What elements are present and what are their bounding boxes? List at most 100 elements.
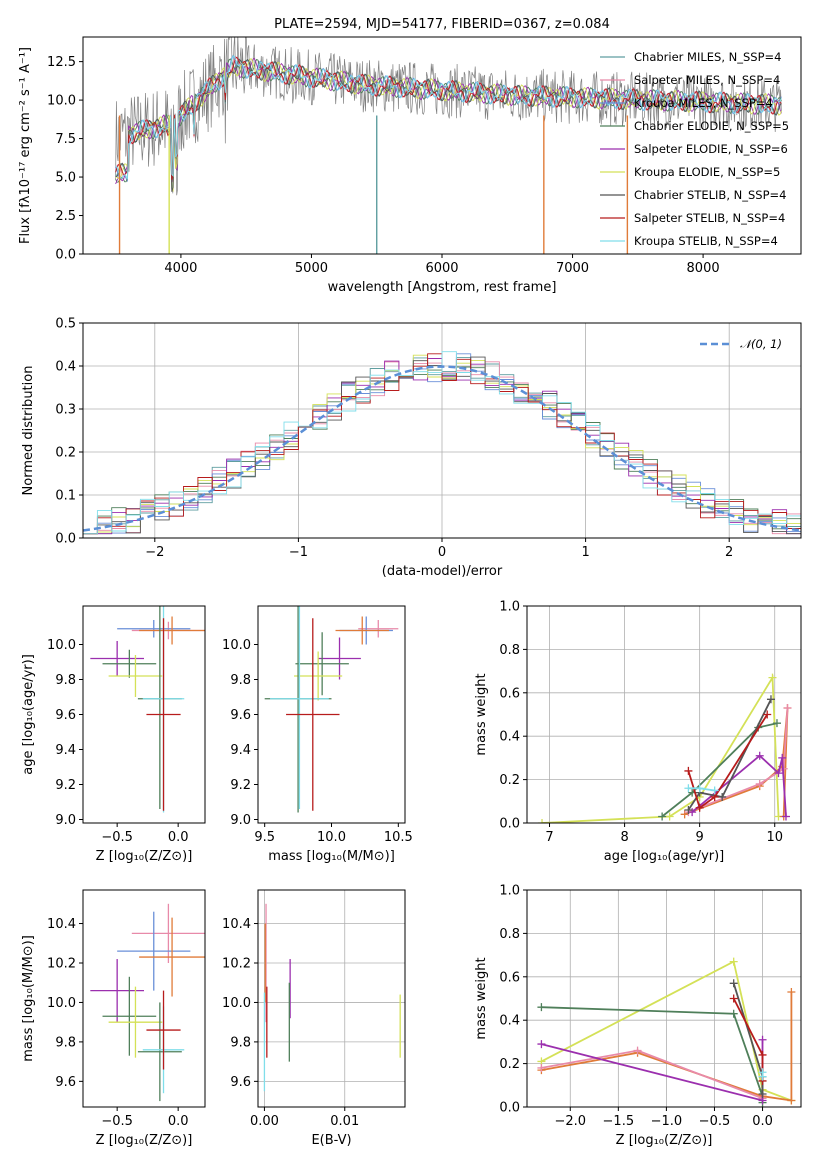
y-tick-label: 10.2 bbox=[222, 956, 251, 971]
mass-weight-line bbox=[541, 674, 780, 823]
plus-marker bbox=[758, 1050, 767, 1059]
x-axis-label: (data-model)/error bbox=[382, 564, 503, 579]
x-tick-label: −2 bbox=[145, 545, 164, 560]
error-bar-point bbox=[137, 1002, 182, 1102]
x-axis-label: E(B-V) bbox=[311, 1133, 351, 1148]
plus-marker bbox=[537, 1063, 546, 1072]
y-tick-label: 10.4 bbox=[47, 917, 76, 932]
panel-6: −0.5 0.0 9.6 9.8 10.0 10.2 10.4 Z [log₁₀(Z/Z⊙)]… bbox=[21, 889, 206, 1148]
legend-entry: Kroupa STELIB, N_SSP=4 bbox=[634, 234, 778, 248]
y-tick-label: 0.4 bbox=[499, 1014, 520, 1029]
residual-histogram bbox=[83, 356, 801, 535]
y-tick-label: 0.4 bbox=[499, 730, 520, 745]
residual-histogram bbox=[83, 353, 801, 535]
x-tick-label: −1.0 bbox=[651, 1114, 683, 1129]
x-tick-label: 9.5 bbox=[254, 830, 275, 845]
plot-frame bbox=[82, 36, 802, 255]
error-bar-point bbox=[139, 917, 205, 997]
plus-marker bbox=[787, 987, 796, 996]
x-tick-label: 10.0 bbox=[317, 830, 346, 845]
plus-marker bbox=[537, 1040, 546, 1049]
plus-marker bbox=[684, 784, 693, 793]
x-tick-label: 1 bbox=[581, 545, 589, 560]
y-axis-label: age [log₁₀(age/yr)] bbox=[21, 654, 36, 775]
panel-4: 9.5 10.0 10.5 9.0 9.2 9.4 9.6 9.8 10.0 mass [log₁… bbox=[222, 605, 413, 864]
error-bar-point bbox=[102, 649, 157, 678]
plot-frame bbox=[257, 889, 406, 1108]
plus-marker bbox=[684, 805, 693, 814]
panel-8: −2.0 −1.5 −1.0 −0.5 0.0 0.0 0.2 0.4 0.6 0.8 1.0 Z [… bbox=[474, 884, 802, 1148]
panel-5: 7 8 9 10 0.0 0.2 0.4 0.6 0.8 1.0 age [log₁₀(age/yr… bbox=[474, 600, 802, 864]
y-tick-label: 0.1 bbox=[55, 489, 76, 504]
x-tick-label: 0.00 bbox=[250, 1114, 279, 1129]
x-tick-label: 8 bbox=[620, 830, 628, 845]
y-tick-label: 10.0 bbox=[222, 638, 251, 653]
panel-2: −2 −1 0 1 2 0.0 0.1 0.2 0.3 0.4 0.5 (data-model)/er… bbox=[21, 317, 802, 579]
y-tick-label: 9.8 bbox=[55, 673, 76, 688]
error-bar-point bbox=[117, 911, 191, 991]
error-bar-point bbox=[102, 976, 157, 1056]
y-tick-label: 10.0 bbox=[47, 94, 76, 109]
error-bar-point bbox=[139, 616, 205, 645]
plus-marker bbox=[766, 695, 775, 704]
y-tick-label: 7.5 bbox=[55, 132, 76, 147]
plot-frame bbox=[526, 889, 802, 1108]
plot-frame bbox=[82, 889, 206, 1108]
y-tick-label: 0.3 bbox=[55, 403, 76, 418]
y-tick-label: 10.4 bbox=[222, 917, 251, 932]
mass-weight-line bbox=[687, 714, 768, 810]
error-bar-point bbox=[146, 990, 181, 1070]
y-tick-label: 10.0 bbox=[47, 996, 76, 1011]
plot-frame bbox=[257, 605, 406, 824]
residual-histogram bbox=[83, 366, 801, 535]
plot-frame bbox=[82, 322, 802, 539]
y-axis-label: mass weight bbox=[474, 957, 489, 1039]
y-tick-label: 9.2 bbox=[55, 778, 76, 793]
x-tick-label: 0 bbox=[438, 545, 446, 560]
legend-entry: Kroupa MILES, N_SSP=4 bbox=[634, 96, 773, 110]
x-tick-label: 7 bbox=[545, 830, 553, 845]
y-tick-label: 9.8 bbox=[230, 1035, 251, 1050]
x-axis-label: wavelength [Angstrom, rest frame] bbox=[328, 280, 557, 295]
y-tick-label: 5.0 bbox=[55, 171, 76, 186]
error-bar-point bbox=[294, 651, 343, 701]
y-tick-label: 0.2 bbox=[499, 1057, 520, 1072]
error-bar-point bbox=[358, 620, 399, 638]
plot-frame bbox=[526, 605, 802, 824]
x-axis-label: Z [log₁₀(Z/Z⊙)] bbox=[96, 849, 193, 864]
y-axis-label: mass [log₁₀(M/M⊙)] bbox=[21, 935, 36, 1062]
y-tick-label: 1.0 bbox=[499, 884, 520, 899]
plus-marker bbox=[729, 1009, 738, 1018]
y-tick-label: 9.4 bbox=[55, 743, 76, 758]
plus-marker bbox=[755, 751, 764, 760]
legend-entry: Salpeter MILES, N_SSP=4 bbox=[634, 73, 780, 87]
error-bar-point bbox=[295, 632, 349, 696]
y-tick-label: 12.5 bbox=[47, 55, 76, 70]
observed-spectrum bbox=[115, 37, 782, 196]
plus-marker bbox=[718, 792, 727, 801]
y-tick-label: 0.0 bbox=[499, 1101, 520, 1116]
x-tick-label: 0.0 bbox=[168, 1114, 189, 1129]
y-tick-label: 0.8 bbox=[499, 927, 520, 942]
x-tick-label: −0.5 bbox=[101, 830, 133, 845]
y-tick-label: 0.5 bbox=[55, 317, 76, 332]
y-tick-label: 0.4 bbox=[55, 360, 76, 375]
plus-marker bbox=[729, 979, 738, 988]
mass-weight-line bbox=[541, 1006, 764, 1103]
x-tick-label: 2 bbox=[725, 545, 733, 560]
residual-histogram bbox=[83, 353, 801, 535]
legend-entry: Salpeter STELIB, N_SSP=4 bbox=[634, 211, 785, 225]
x-tick-label: 8000 bbox=[687, 261, 720, 276]
x-tick-label: −1.5 bbox=[603, 1114, 635, 1129]
x-tick-label: −1 bbox=[289, 545, 308, 560]
legend-entry: Chabrier ELODIE, N_SSP=5 bbox=[634, 119, 789, 133]
x-tick-label: 6000 bbox=[425, 261, 458, 276]
x-tick-label: −0.5 bbox=[101, 1114, 133, 1129]
panel-7: 0.00 0.01 9.6 9.8 10.0 10.2 10.4 E(B-V) bbox=[222, 889, 406, 1148]
y-tick-label: 9.6 bbox=[55, 1075, 76, 1090]
y-axis-label: mass weight bbox=[474, 673, 489, 755]
y-tick-label: 0.0 bbox=[55, 532, 76, 547]
plus-marker bbox=[729, 994, 738, 1003]
y-tick-label: 9.8 bbox=[55, 1035, 76, 1050]
